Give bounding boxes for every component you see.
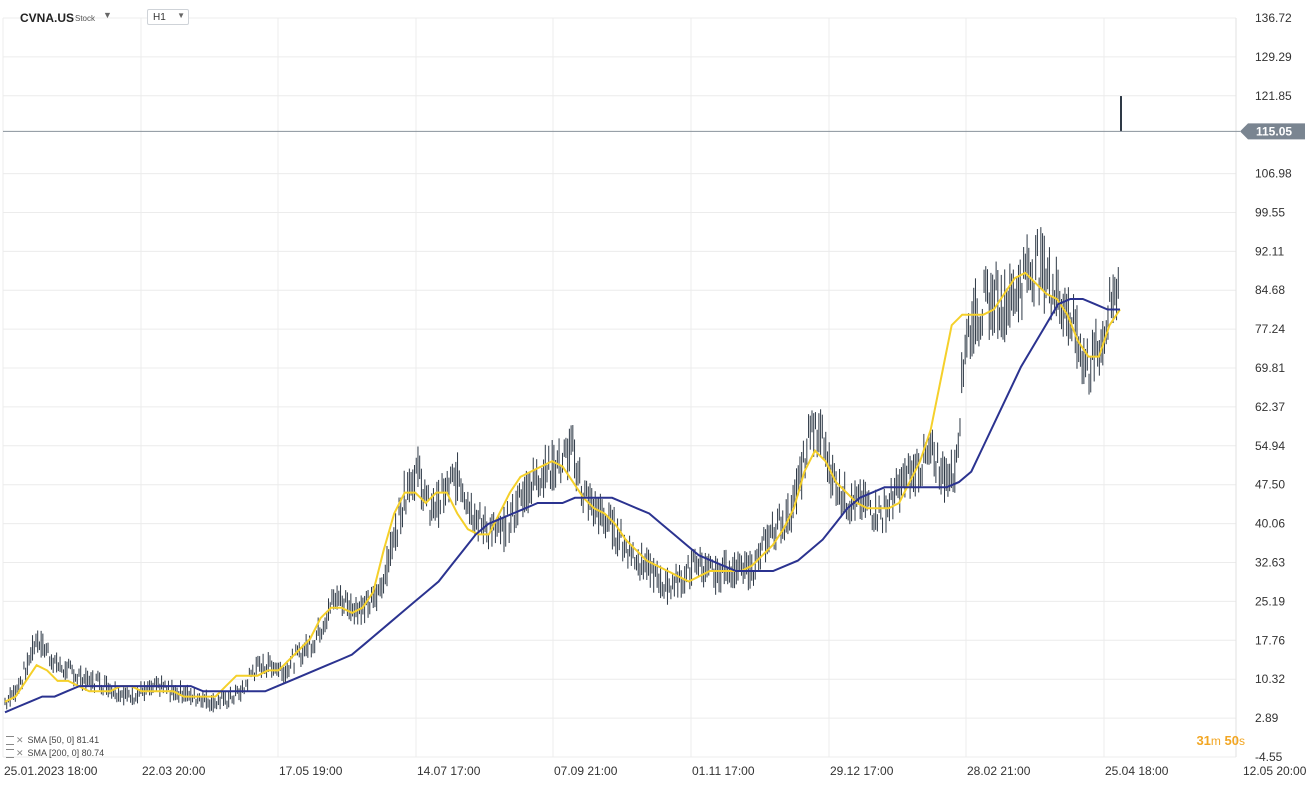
price-series [4,96,1122,713]
indicator-sma-200: ✕ SMA [200, 0] 80.74 [6,748,104,759]
y-tick-label: 10.32 [1255,672,1285,686]
x-tick-label: 07.09 21:00 [554,764,618,778]
symbol-type: Stock [75,14,96,23]
y-tick-label: 25.19 [1255,594,1285,608]
indicator-label: SMA [200, 0] [27,748,80,758]
timer-seconds: 50 [1224,733,1239,748]
y-tick-label: 92.11 [1255,244,1284,258]
y-tick-label: 54.94 [1255,439,1285,453]
indicator-sma-50: ✕ SMA [50, 0] 81.41 [6,735,99,746]
current-price-label: 115.05 [1256,124,1292,138]
y-tick-label: 136.72 [1255,11,1292,25]
chart-grid [2,17,1237,758]
timer-seconds-unit: s [1239,734,1245,748]
y-tick-label: 17.76 [1255,633,1285,647]
close-icon[interactable]: ✕ [16,735,24,745]
y-tick-label: 84.68 [1255,283,1285,297]
y-tick-label: 77.24 [1255,322,1285,336]
y-tick-label: 69.81 [1255,361,1285,375]
chart-toolbar: CVNA.US Stock ▼ H1 ▼ [0,0,600,34]
y-tick-label: 129.29 [1255,50,1292,64]
close-icon[interactable]: ✕ [16,748,24,758]
x-axis: 25.01.2023 18:00 22.03 20:00 17.05 19:00 14… [4,764,1307,778]
y-tick-label: 106.98 [1255,167,1292,181]
candle-countdown: 31m 50s [1196,733,1245,748]
x-tick-label: 17.05 19:00 [279,764,343,778]
y-tick-label: 47.50 [1255,478,1285,492]
indicator-value: 80.74 [81,748,105,758]
current-price-marker: 115.05 [3,123,1305,140]
indicator-value: 81.41 [76,735,100,745]
settings-icon[interactable] [6,736,14,746]
y-tick-label: 121.85 [1255,89,1292,103]
timer-minutes-unit: m [1210,734,1221,748]
x-tick-label: 29.12 17:00 [830,764,894,778]
timeframe-value: H1 [153,12,166,23]
sma-50-path [4,271,1121,703]
y-tick-label: 32.63 [1255,556,1285,570]
x-tick-label: 28.02 21:00 [967,764,1031,778]
sma-50-line [4,271,1121,703]
x-tick-label: 12.05 20:00 [1243,764,1307,778]
y-tick-label: 40.06 [1255,517,1285,531]
x-tick-label: 25.01.2023 18:00 [4,764,98,778]
y-axis: 136.72 129.29 121.85 106.98 99.55 92.11 84.68 7… [1255,11,1292,764]
y-tick-label: 62.37 [1255,400,1285,414]
x-tick-label: 25.04 18:00 [1105,764,1169,778]
timeframe-select[interactable]: H1 ▼ [147,9,189,25]
y-tick-label: 99.55 [1255,205,1285,219]
sma-200-path [4,298,1120,714]
indicator-label: SMA [50, 0] [27,735,75,745]
symbol-dropdown-icon[interactable]: ▼ [103,10,112,20]
symbol-name[interactable]: CVNA.US [20,11,75,25]
settings-icon[interactable] [6,749,14,759]
sma-200-line [4,298,1120,714]
price-tag-bg [1240,123,1305,140]
y-tick-label: 2.89 [1255,711,1279,725]
x-tick-label: 14.07 17:00 [417,764,481,778]
chevron-down-icon: ▼ [177,11,185,20]
x-tick-label: 22.03 20:00 [142,764,206,778]
y-tick-label: -4.55 [1255,750,1283,764]
timer-minutes: 31 [1196,733,1211,748]
x-tick-label: 01.11 17:00 [692,764,755,778]
